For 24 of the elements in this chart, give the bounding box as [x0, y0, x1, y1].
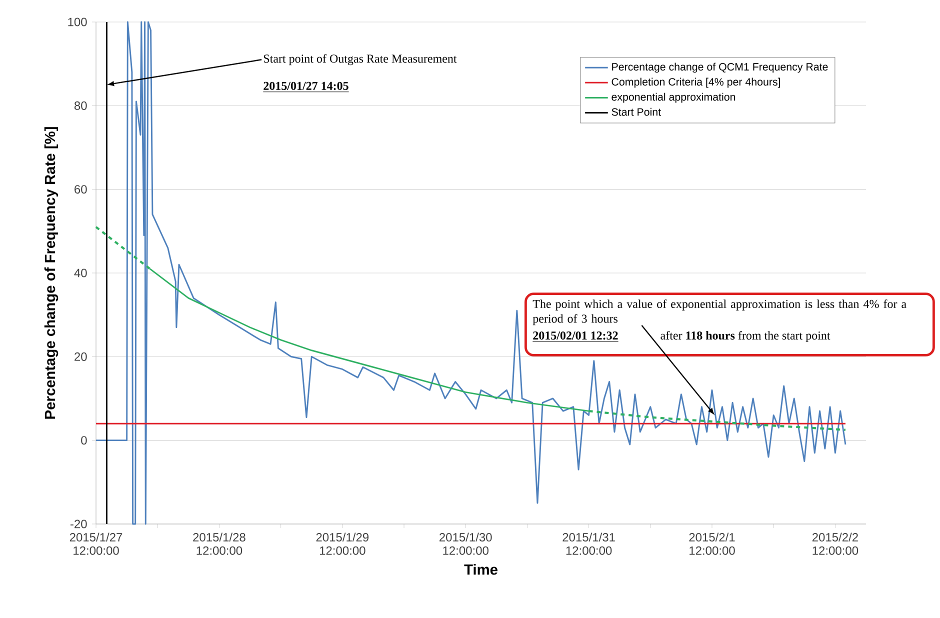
- y-tick-label: 100: [68, 18, 87, 26]
- x-tick-label: 2015/1/30 12:00:00: [440, 532, 492, 555]
- legend-label: Completion Criteria [4% per 4hours]: [612, 78, 780, 88]
- x-tick-label: 2015/2/2 12:00:00: [812, 532, 858, 555]
- annotation: 2015/02/01 12:32: [533, 331, 618, 340]
- y-tick-label: 40: [74, 268, 87, 278]
- x-tick-label: 2015/2/1 12:00:00: [689, 532, 735, 555]
- annotation: after 118 hours from the start point: [660, 331, 830, 342]
- legend-label: Percentage change of QCM1 Frequency Rate: [612, 62, 828, 73]
- y-tick-label: 20: [74, 352, 87, 361]
- y-tick-label: 60: [74, 185, 87, 194]
- x-tick-label: 2015/1/29 12:00:00: [316, 532, 369, 555]
- legend-label: exponential approximation: [612, 92, 736, 103]
- x-tick-label: 2015/1/31 12:00:00: [562, 532, 615, 555]
- legend-label: Start Point: [612, 108, 661, 116]
- annotation: Start point of Outgas Rate Measurement: [264, 54, 457, 66]
- x-tick-label: 2015/1/27 12:00:00: [70, 532, 122, 555]
- y-tick-label: 80: [74, 101, 87, 110]
- x-axis-title: Time: [464, 564, 498, 575]
- y-tick-label: -20: [70, 520, 87, 528]
- x-tick-label: 2015/1/28 12:00:00: [193, 532, 246, 555]
- annotation: 2015/01/27 14:05: [264, 82, 348, 90]
- y-tick-label: 0: [81, 436, 87, 445]
- y-axis-title: Percentage change of Frequency Rate [%]: [44, 127, 58, 419]
